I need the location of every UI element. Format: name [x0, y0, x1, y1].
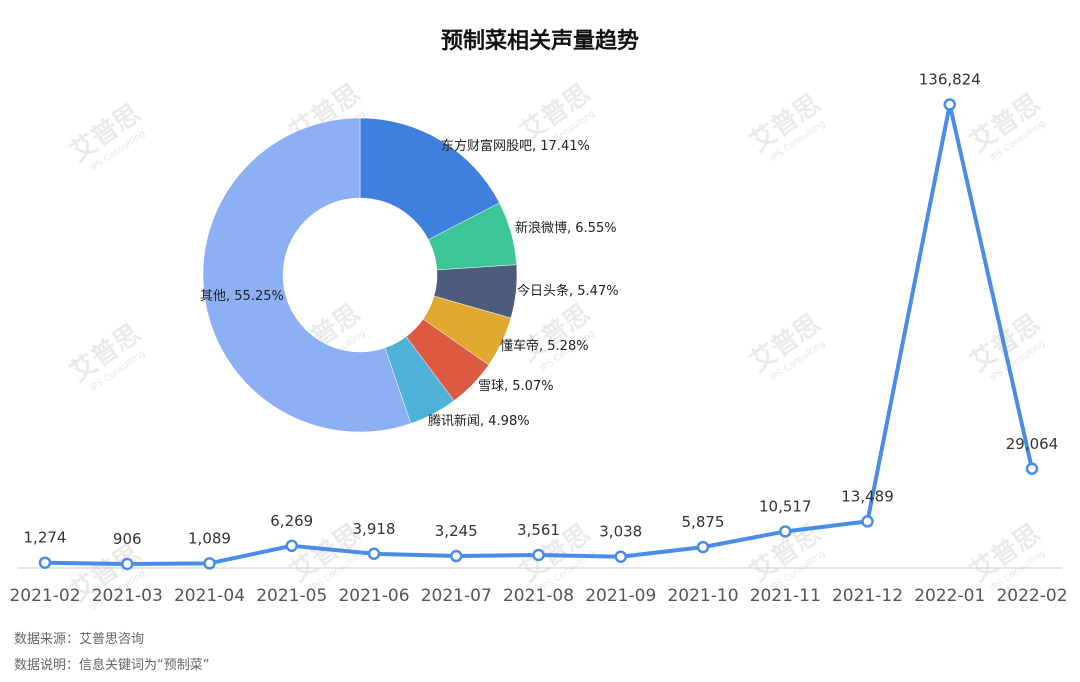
data-point [367, 547, 381, 561]
data-label: 3,245 [435, 522, 478, 540]
data-label: 3,918 [353, 520, 396, 538]
data-label: 906 [113, 530, 142, 548]
donut-slice [202, 117, 412, 433]
data-point [285, 539, 298, 553]
data-label: 3,561 [517, 521, 560, 539]
data-point [121, 557, 134, 571]
x-tick-label: 2021-11 [750, 586, 821, 606]
donut-slice [359, 117, 500, 240]
chart-title: 预制菜相关声量趋势 [441, 28, 639, 54]
x-tick-label: 2021-02 [9, 586, 80, 606]
data-point [450, 549, 463, 563]
data-label: 29,064 [1006, 435, 1059, 453]
data-point [779, 525, 792, 538]
data-label: 10,517 [759, 497, 812, 515]
donut-slice-label: 懂车帝, 5.28% [500, 338, 589, 354]
donut-slice-label: 今日头条, 5.47% [517, 283, 619, 299]
data-label: 1,274 [24, 529, 67, 547]
x-tick-label: 2021-07 [421, 586, 492, 606]
x-tick-label: 2021-12 [832, 586, 903, 606]
x-tick-label: 2021-06 [338, 586, 409, 606]
x-tick-label: 2021-09 [585, 586, 656, 606]
data-point [943, 98, 956, 111]
data-label: 3,038 [599, 523, 642, 541]
data-point [38, 556, 52, 569]
x-tick-label: 2021-04 [174, 586, 245, 606]
x-tick-label: 2021-10 [667, 586, 738, 606]
data-point [532, 548, 545, 562]
x-tick-label: 2022-01 [914, 586, 985, 606]
data-point [861, 515, 874, 528]
donut-slice-label: 腾讯新闻, 4.98% [428, 413, 530, 429]
data-point [696, 540, 710, 554]
line-chart: 1,274 2021-02 906 2021-03 1,089 2021-04 6,269 2… [9, 71, 1067, 606]
source-note: 数据来源：艾普思咨询 [14, 632, 145, 647]
data-label: 1,089 [188, 529, 231, 547]
data-point [203, 557, 216, 570]
data-label: 5,875 [682, 513, 725, 531]
data-label: 6,269 [270, 512, 313, 530]
x-tick-label: 2021-03 [92, 586, 163, 606]
data-label: 136,824 [919, 71, 981, 89]
donut-slice-label: 其他, 55.25% [200, 289, 284, 304]
data-point [614, 550, 627, 563]
donut-slice-label: 新浪微博, 6.55% [515, 220, 617, 236]
data-label: 13,489 [841, 487, 894, 505]
x-tick-label: 2022-02 [996, 586, 1067, 606]
keyword-note: 数据说明：信息关键词为“预制菜” [14, 658, 210, 673]
donut-slice-label: 东方财富网股吧, 17.41% [441, 138, 590, 154]
x-tick-label: 2021-08 [503, 586, 574, 606]
donut-chart: 东方财富网股吧, 17.41% 新浪微博, 6.55% 今日头条, 5.47% 懂车帝… [200, 117, 619, 433]
donut-slice-label: 雪球, 5.07% [478, 379, 554, 394]
data-point [1025, 462, 1039, 476]
x-tick-label: 2021-05 [256, 586, 327, 606]
